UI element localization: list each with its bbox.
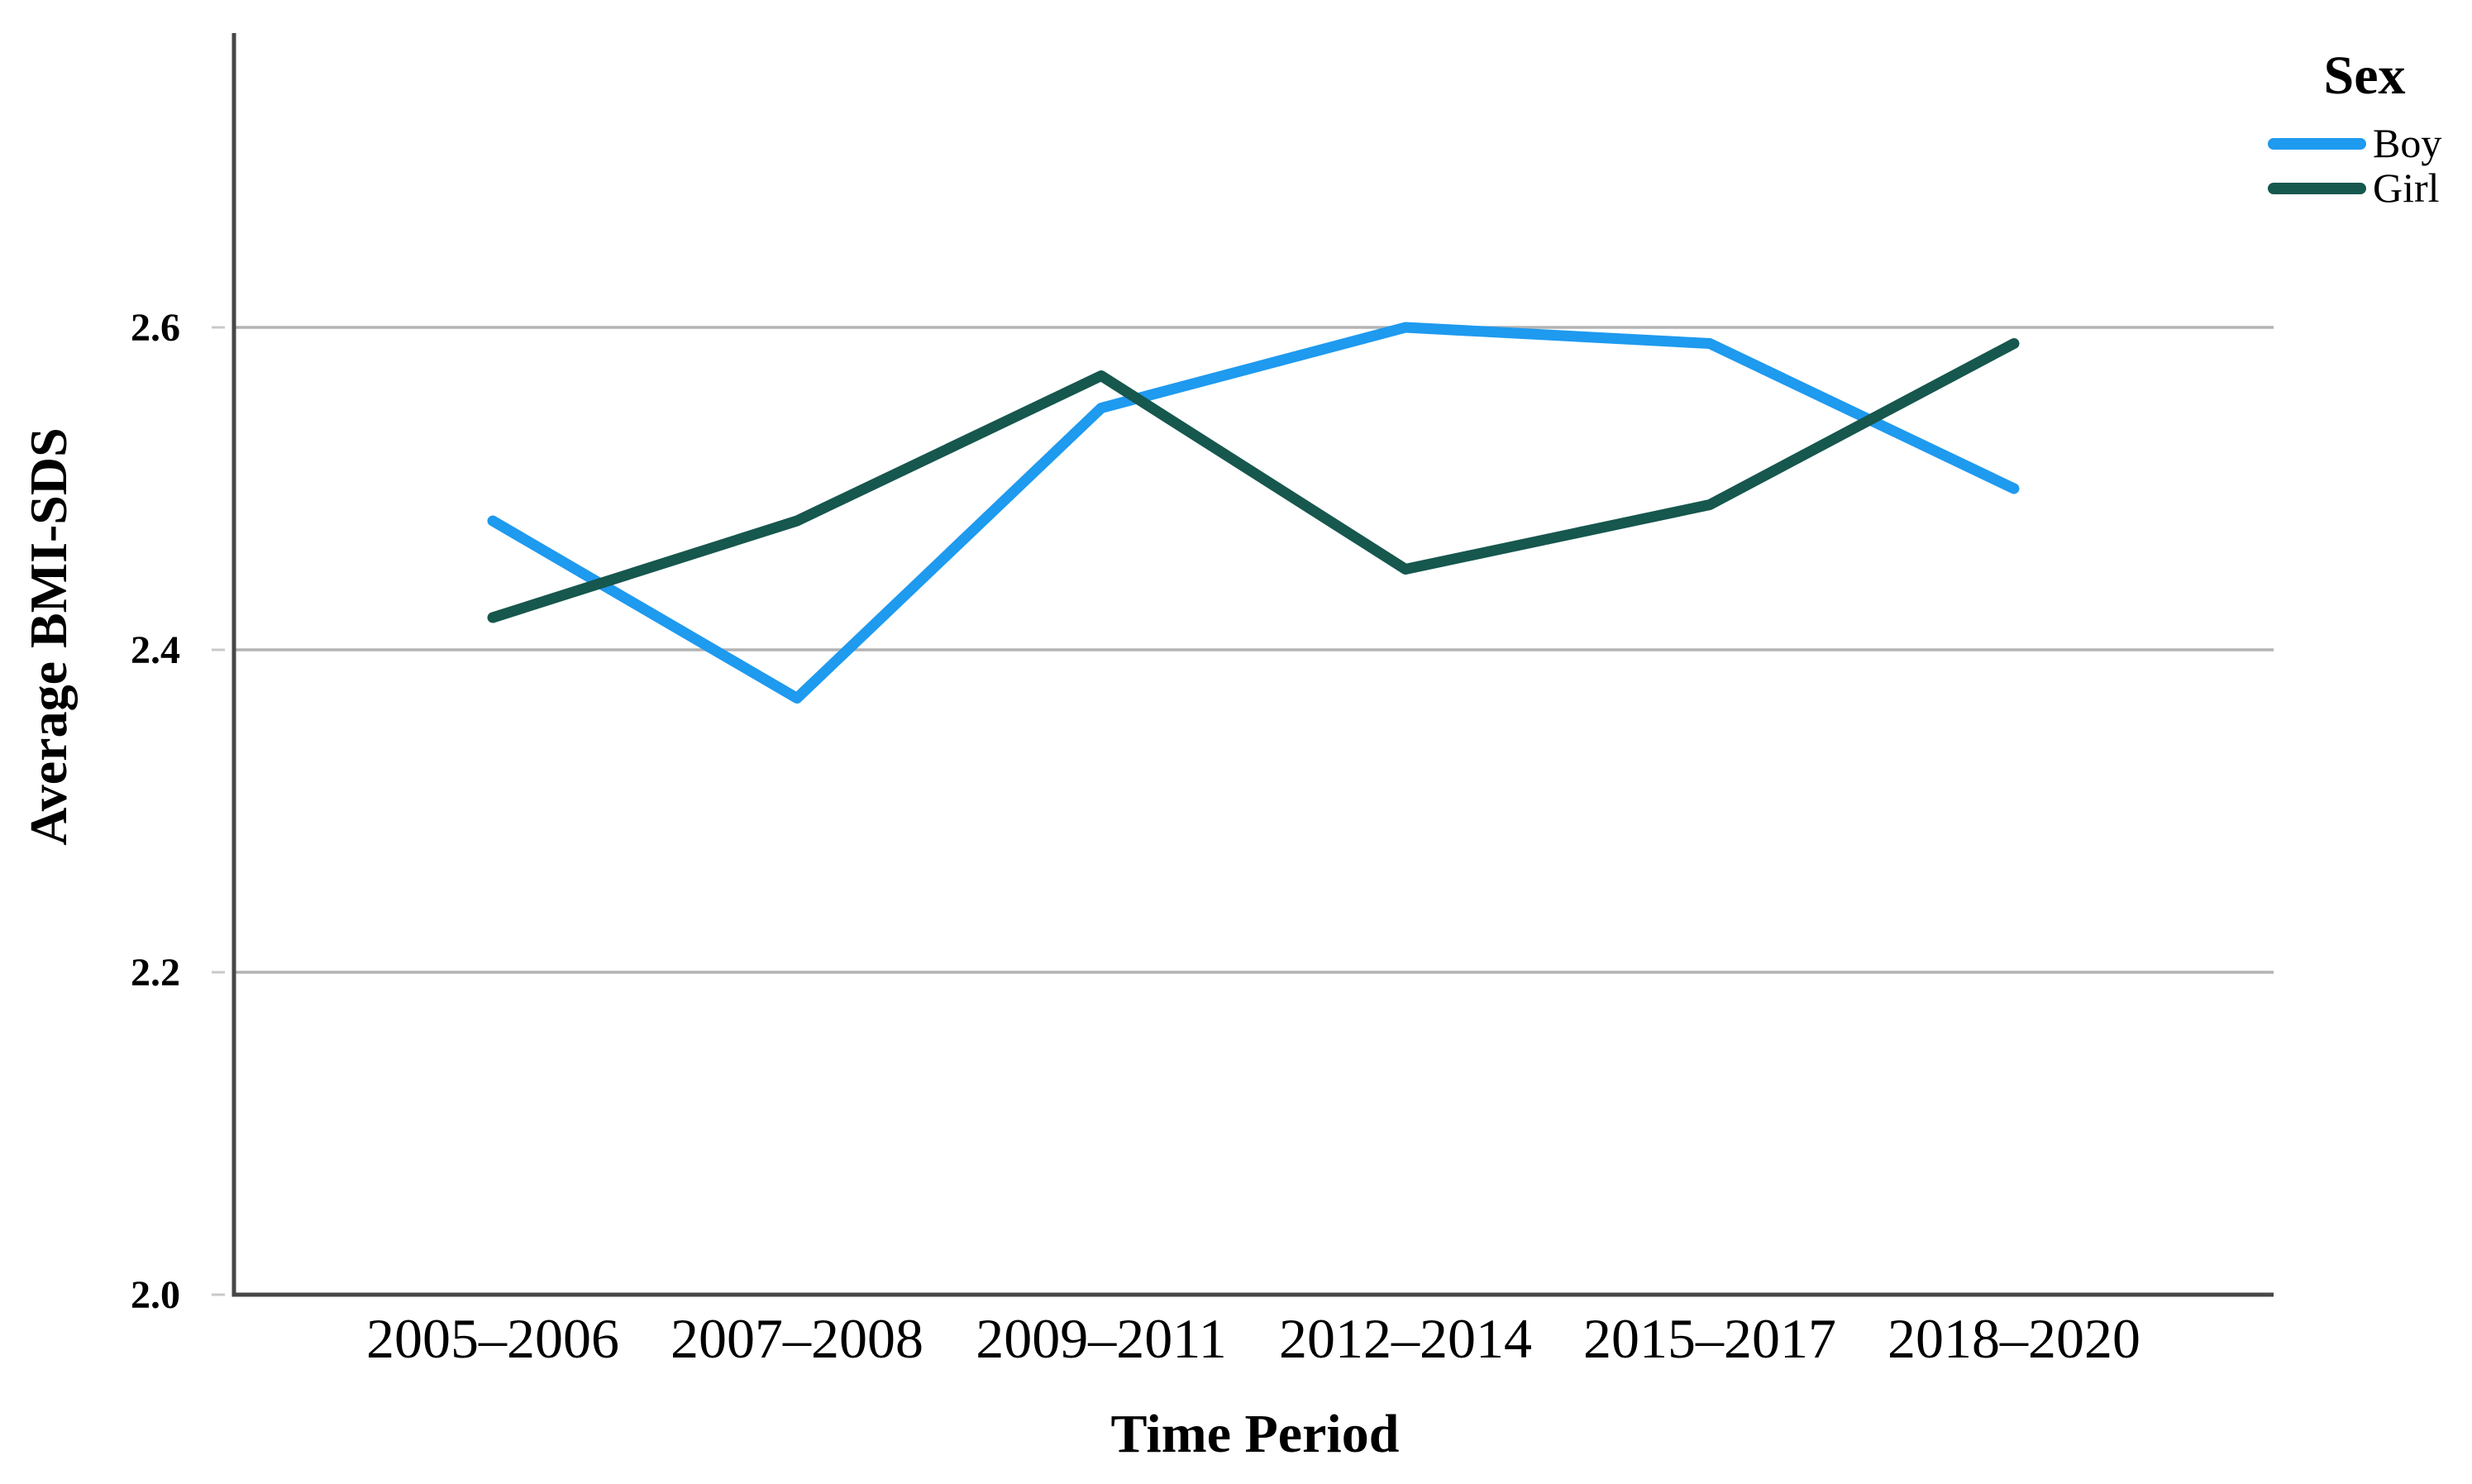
- x-axis-title: Time Period: [1111, 1404, 1400, 1464]
- legend-item-girl: Girl: [2268, 165, 2440, 211]
- x-axis-labels: 2005–2006 2007–2008 2009–2011 2012–2014 2015…: [366, 1307, 2140, 1370]
- legend-title: Sex: [2324, 45, 2406, 106]
- y-tick-label: 2.0: [131, 1273, 180, 1317]
- x-tick-label: 2012–2014: [1279, 1307, 1532, 1370]
- gridlines: [234, 326, 2274, 974]
- x-tick-label: 2018–2020: [1887, 1307, 2140, 1370]
- y-axis-ticks: 2.0 2.2 2.4 2.6: [131, 306, 225, 1317]
- series-line-girl: [487, 338, 2020, 623]
- legend-item-boy: Boy: [2268, 120, 2441, 166]
- x-tick-label: 2005–2006: [366, 1307, 619, 1370]
- plot-area: [234, 33, 2274, 1295]
- x-tick-label: 2009–2011: [976, 1307, 1226, 1370]
- legend-label-girl: Girl: [2373, 165, 2440, 211]
- y-tick-label: 2.6: [131, 306, 180, 350]
- series-line-boy: [487, 322, 2020, 704]
- y-tick-label: 2.4: [131, 628, 180, 672]
- x-tick-label: 2015–2017: [1583, 1307, 1836, 1370]
- legend-label-boy: Boy: [2373, 120, 2441, 166]
- x-tick-label: 2007–2008: [670, 1307, 923, 1370]
- y-axis-title: Average BMI-SDS: [19, 427, 78, 845]
- y-tick-label: 2.2: [131, 951, 180, 995]
- series-lines: [487, 322, 2020, 704]
